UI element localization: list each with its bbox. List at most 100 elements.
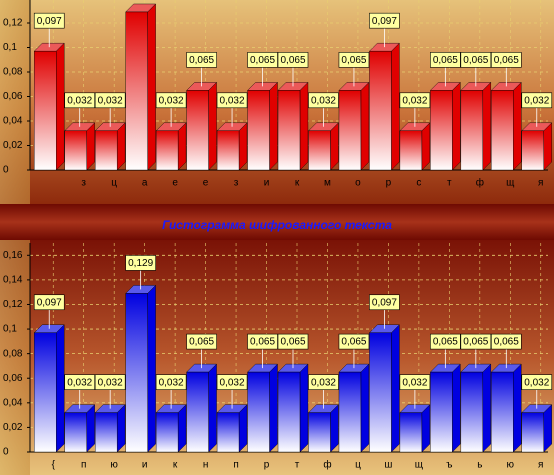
value-label-box [94, 374, 126, 390]
value-label: 0,032 [67, 377, 92, 388]
x-tick-label: с [416, 178, 421, 189]
value-label-box [247, 333, 278, 350]
bar [491, 90, 514, 171]
x-tick-label: ъ [446, 460, 452, 471]
x-tick-label: ф [476, 177, 484, 189]
bar-side [391, 42, 400, 171]
bar-side [86, 404, 95, 453]
x-tick-label: н [203, 460, 209, 471]
x-tick-label: п [81, 460, 86, 471]
value-label-box [338, 52, 370, 68]
y-tick-label: 0,1 [3, 42, 17, 53]
x-tick-label: ш [384, 460, 392, 471]
value-label-box [460, 333, 492, 350]
bar [125, 293, 148, 453]
bar-side [208, 363, 217, 453]
bar-side [269, 363, 278, 453]
y-tick-label: 0,04 [3, 397, 23, 408]
x-tick-label: р [264, 460, 270, 471]
bar-side [147, 3, 156, 171]
x-tick-label: е [203, 178, 209, 189]
bar [338, 90, 362, 171]
value-label: 0,065 [280, 337, 305, 348]
bar [308, 412, 331, 453]
y-tick-label: 0,14 [3, 275, 23, 286]
x-tick-label: а [142, 178, 148, 189]
value-label-box [490, 52, 522, 68]
x-tick-label: { [52, 460, 56, 471]
y-tick-label: 0,02 [3, 422, 23, 433]
bar [521, 130, 544, 171]
value-label: 0,032 [159, 377, 184, 388]
value-label: 0,065 [463, 337, 488, 348]
value-label: 0,032 [98, 95, 123, 106]
y-tick-label: 0,12 [3, 18, 23, 29]
value-label-box [369, 294, 400, 311]
value-label: 0,032 [159, 95, 184, 106]
bar [95, 130, 118, 171]
y-tick-label: 0,06 [3, 91, 23, 102]
value-label-box [369, 12, 400, 29]
value-label: 0,065 [341, 55, 366, 66]
y-tick-label: 0 [3, 165, 9, 176]
bar [460, 90, 483, 171]
bar [399, 412, 423, 453]
value-label: 0,032 [67, 95, 92, 106]
value-label: 0,032 [524, 377, 549, 388]
value-label: 0,032 [220, 95, 245, 106]
value-label-box [155, 92, 187, 109]
x-tick-label: щ [415, 460, 423, 471]
x-tick-label: щ [506, 178, 514, 189]
x-tick-label: и [142, 460, 148, 471]
bar-side [482, 81, 491, 171]
value-label: 0,065 [250, 55, 275, 66]
value-label-box [33, 12, 65, 29]
value-label: 0,065 [494, 55, 519, 66]
bar [125, 11, 148, 171]
bar-side [177, 404, 187, 453]
bar-side [421, 404, 431, 453]
x-tick-label: я [538, 460, 543, 471]
value-label-box [94, 92, 126, 109]
value-label-box [308, 374, 339, 390]
value-label-box [277, 52, 309, 68]
value-label: 0,097 [372, 16, 397, 27]
x-tick-label: т [447, 178, 452, 189]
value-label-box [338, 333, 370, 350]
bar-side [513, 363, 522, 453]
x-tick-label: п [233, 460, 238, 471]
bar [460, 371, 483, 453]
bar [430, 371, 453, 453]
bar-side [330, 404, 339, 453]
y-tick-label: 0,12 [3, 299, 23, 310]
value-label-box [490, 333, 522, 350]
value-label-box [430, 333, 461, 350]
value-label: 0,032 [311, 377, 336, 388]
x-tick-label: я [538, 178, 543, 189]
bar [430, 90, 453, 171]
x-tick-label: ю [507, 460, 515, 471]
bar [95, 412, 118, 453]
title-band [0, 204, 554, 240]
value-label-box [64, 374, 96, 390]
bar [64, 130, 87, 171]
value-label: 0,097 [37, 16, 62, 27]
x-tick-label: ф [323, 459, 331, 471]
value-label: 0,097 [372, 297, 397, 308]
x-tick-label: м [324, 178, 331, 189]
value-label: 0,065 [494, 337, 519, 348]
bar-side [482, 363, 491, 453]
value-label-box [399, 374, 431, 390]
value-label-box [155, 374, 187, 390]
value-label-box [430, 52, 461, 68]
value-label-box [216, 92, 248, 109]
y-tick-label: 0,08 [3, 348, 23, 359]
bar [34, 50, 57, 171]
x-tick-label: т [295, 460, 300, 471]
bar-side [269, 81, 278, 171]
x-tick-label: к [295, 178, 300, 189]
x-tick-label: ю [110, 460, 118, 471]
bar [491, 371, 514, 453]
bar [338, 371, 362, 453]
